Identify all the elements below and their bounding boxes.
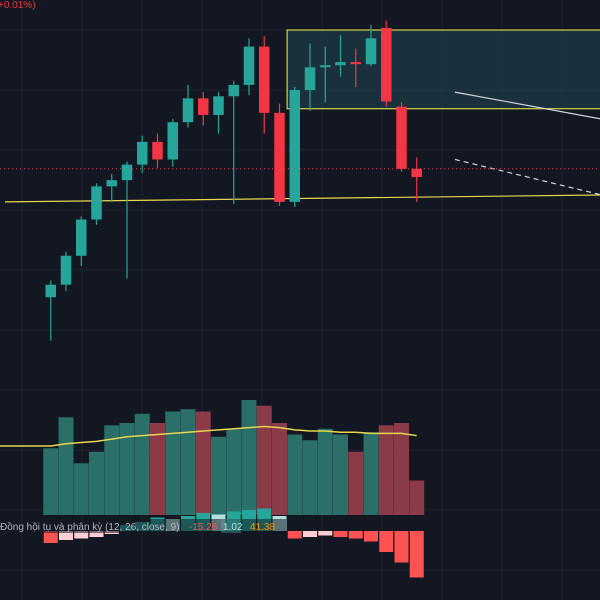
candle-body <box>335 62 346 66</box>
volume-bar <box>378 425 394 515</box>
macd-legend[interactable]: Đồng hội tụ và phân kỳ (12, 26, close, 9… <box>0 519 286 533</box>
candle-body <box>137 141 148 165</box>
candle-body <box>45 284 56 298</box>
candle-body <box>60 255 72 285</box>
candle-body <box>198 98 209 115</box>
volume-bar <box>409 480 425 515</box>
macd-value-signal: 41.38 <box>250 522 275 533</box>
candle-body <box>121 164 133 181</box>
volume-bar <box>256 405 272 515</box>
volume-bar <box>43 448 59 515</box>
volume-bar <box>58 417 74 515</box>
volume-bar <box>150 423 165 515</box>
candle-body <box>274 112 285 202</box>
macd-histogram-bar <box>318 531 333 536</box>
volume-bar <box>134 413 150 515</box>
macd-histogram-bar <box>394 531 409 563</box>
trend-line <box>454 91 600 120</box>
volume-bar <box>333 434 348 515</box>
candles-layer <box>45 20 422 341</box>
macd-histogram-bar <box>89 531 104 537</box>
macd-value-hist: -15.26 <box>189 522 218 533</box>
candle-body <box>213 96 224 115</box>
candle-body <box>320 65 331 68</box>
candle-body <box>167 122 178 160</box>
macd-legend-name[interactable]: Đồng hội tụ và phân kỳ (12, 26, close, 9… <box>0 521 180 533</box>
volume-bar <box>241 400 257 515</box>
macd-histogram-bar <box>333 531 348 537</box>
candle-body <box>396 106 407 169</box>
price-change-label: +0.01%) <box>0 0 36 11</box>
candle-body <box>76 219 87 256</box>
candle-body <box>259 46 270 113</box>
candle-body <box>304 67 316 91</box>
volume-ma-line <box>0 425 417 447</box>
candle-body <box>411 168 422 178</box>
macd-histogram-bar <box>379 531 394 552</box>
volume-bar <box>180 409 196 515</box>
macd-value-macd-badge <box>221 519 241 533</box>
volume-bar <box>165 411 181 515</box>
volume-bar <box>226 428 242 515</box>
macd-histogram-bar <box>74 531 89 539</box>
volume-bar <box>348 451 364 515</box>
volume-bar <box>119 423 135 515</box>
rectangle-drawing <box>286 29 600 110</box>
support-trend-line <box>4 194 600 203</box>
macd-histogram-bar <box>287 531 302 539</box>
macd-value-macd: 1.02 <box>223 522 243 533</box>
volume-bar <box>272 423 287 515</box>
candle-body <box>381 27 392 102</box>
candle-body <box>365 38 377 65</box>
macd-legend-background <box>0 519 286 533</box>
macd-histogram-bar <box>364 531 378 542</box>
candle-body <box>182 98 194 123</box>
volume-bar <box>104 425 120 515</box>
drawings-layer[interactable] <box>0 29 600 203</box>
macd-histogram-bar <box>348 531 363 539</box>
macd-histogram-bar <box>409 531 424 578</box>
macd-histogram-bar <box>43 531 58 543</box>
volume-bar <box>211 436 226 515</box>
macd-histogram-bar <box>59 531 73 540</box>
volume-pane <box>0 400 425 515</box>
candle-body <box>228 84 239 97</box>
volume-bar <box>287 434 303 515</box>
volume-bar <box>317 428 333 515</box>
volume-bar <box>363 432 379 515</box>
candle-body <box>152 141 163 160</box>
volume-bar <box>195 411 211 515</box>
volume-bar <box>73 463 89 515</box>
volume-bar <box>302 440 318 515</box>
candle-body <box>243 46 255 85</box>
candle-body <box>91 186 102 220</box>
volume-bar <box>394 423 409 515</box>
volume-bar <box>89 451 104 515</box>
dashed-trend-line <box>454 158 600 196</box>
candle-body <box>289 90 300 202</box>
macd-histogram-bar <box>303 531 317 537</box>
candle-body <box>350 62 361 65</box>
candle-body <box>106 180 117 187</box>
